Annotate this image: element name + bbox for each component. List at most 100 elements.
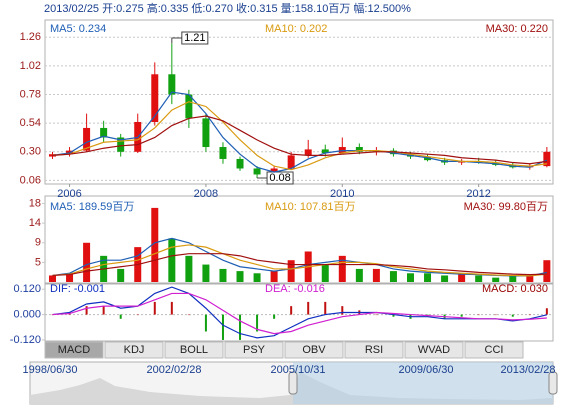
volume-bar [526, 275, 534, 282]
volume-bar [287, 260, 295, 282]
tab[interactable] [344, 341, 404, 359]
y-tick-label: -0.120 [10, 334, 41, 346]
tab-label[interactable]: CCI [485, 344, 504, 356]
x-tick-label: 2010 [330, 188, 354, 200]
y-tick-label: 0.30 [20, 146, 41, 158]
volume-bar [355, 268, 363, 282]
tab[interactable] [104, 341, 164, 359]
ma-line [52, 244, 547, 277]
volume-bar [253, 273, 261, 282]
volume-bar [492, 277, 500, 282]
tab-label[interactable]: OBV [302, 344, 326, 356]
macd-bar [153, 301, 156, 315]
tab-label[interactable]: WVAD [418, 344, 450, 356]
volume-bar [236, 271, 244, 282]
tab-label[interactable]: RSI [365, 344, 383, 356]
annotation-box [181, 31, 209, 45]
legend-entry: MA5: 189.59百万 [50, 201, 134, 213]
volume-bar [219, 268, 227, 282]
volume-bar [406, 273, 414, 282]
tab[interactable] [284, 341, 344, 359]
navigator-handle[interactable] [288, 371, 298, 395]
y-tick-label: 0.000 [13, 308, 41, 320]
volume-bar [117, 268, 125, 282]
volume-frame [44, 195, 554, 284]
candle-body [253, 168, 261, 175]
macd-bar [273, 314, 276, 319]
candle-body [202, 118, 210, 148]
candle-body [287, 155, 295, 169]
navigator-label: 2013/02/28 [500, 364, 555, 376]
candle-body [304, 149, 312, 156]
candle-body [100, 127, 108, 138]
volume-bar [509, 275, 517, 282]
candle-body [151, 74, 159, 122]
candle-body [219, 147, 227, 159]
volume-bar [458, 273, 466, 282]
candle-body [355, 147, 363, 152]
y-tick-label: 0.120 [13, 283, 41, 295]
volume-bar [49, 275, 57, 282]
ma-line [52, 253, 547, 277]
tab[interactable] [224, 341, 284, 359]
macd-frame [44, 283, 554, 342]
legend-entry: MA10: 107.81百万 [265, 201, 356, 213]
macd-bar [324, 301, 327, 315]
volume-bar [270, 271, 278, 282]
macd-bar [170, 301, 173, 315]
navigator-selection[interactable] [293, 362, 553, 404]
macd-bar [102, 306, 105, 315]
navigator-label: 2009/06/30 [398, 364, 453, 376]
macd-bar [290, 306, 293, 315]
header: 2013/02/25 开:0.275 高:0.335 低:0.270 收:0.3… [44, 1, 411, 15]
volume-bar [543, 260, 551, 282]
legend-entry: MA30: 99.80百万 [464, 201, 548, 213]
macd-bar [460, 314, 463, 317]
tab-label[interactable]: MACD [58, 344, 90, 356]
legend-entry: MACD: 0.030 [482, 283, 548, 295]
legend-entry: DIF: -0.001 [50, 283, 105, 295]
x-tick-label: 2006 [57, 188, 81, 200]
y-tick-label: 18 [29, 197, 41, 209]
legend-entry: MA5: 0.234 [50, 23, 106, 35]
volume-bar [441, 275, 449, 282]
macd-bar [545, 308, 548, 315]
macd-bar [392, 314, 395, 317]
volume-bar [475, 275, 483, 282]
annotation-box [266, 171, 294, 185]
volume-bar [372, 268, 380, 282]
y-tick-label: 14 [29, 217, 41, 229]
tab-label[interactable]: BOLL [180, 344, 208, 356]
macd-bar [477, 314, 480, 316]
candle-body [185, 94, 193, 119]
tab-label[interactable]: PSY [243, 344, 266, 356]
tab[interactable] [44, 341, 104, 359]
annotation-leader [171, 37, 182, 44]
y-tick-label: 9 [35, 237, 41, 249]
ma-line [52, 101, 547, 171]
navigator-label: 1998/06/30 [22, 364, 77, 376]
tab-label[interactable]: KDJ [124, 344, 145, 356]
navigator-handle[interactable] [548, 371, 558, 395]
macd-bar [51, 314, 54, 316]
volume-bar [66, 273, 74, 282]
ma-line [52, 292, 547, 335]
macd-bar [307, 301, 310, 315]
volume-bar [202, 264, 210, 282]
volume-bar [168, 238, 176, 282]
candle-body [236, 158, 244, 169]
tab[interactable] [404, 341, 464, 359]
macd-bar [221, 314, 224, 340]
y-tick-label: 5 [35, 256, 41, 268]
tab[interactable] [164, 341, 224, 359]
volume-bar [321, 264, 329, 282]
ma-line [52, 91, 548, 173]
macd-bar [511, 314, 514, 317]
candle-body [83, 127, 91, 151]
y-tick-label: 1.02 [20, 60, 41, 72]
candle-body [321, 149, 329, 153]
y-tick-label: 1.26 [20, 31, 41, 43]
tab[interactable] [464, 341, 524, 359]
macd-bar [204, 314, 207, 332]
